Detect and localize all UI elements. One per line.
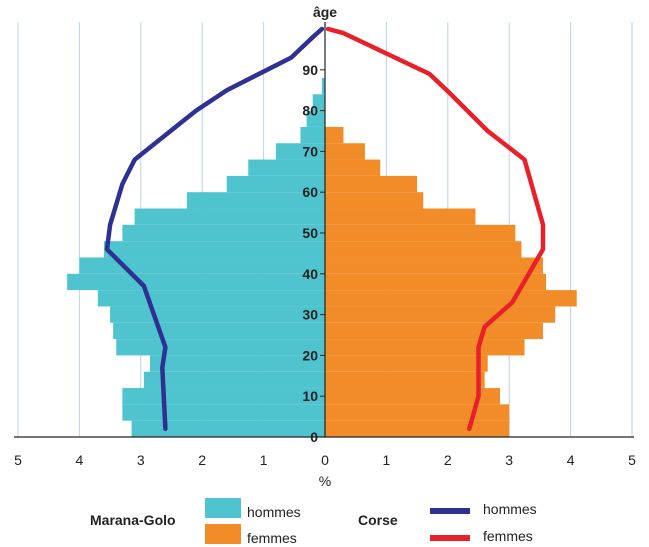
bar-hommes-48-52 <box>122 224 325 242</box>
bar-hommes-44-48 <box>103 241 326 258</box>
bar-femmes-12-16 <box>325 371 485 389</box>
lines-corse <box>104 26 546 432</box>
x-tick-label: 1 <box>260 452 268 468</box>
bar-hommes-80-84 <box>312 94 325 111</box>
legend-line-femmes-corse <box>430 535 470 541</box>
age-tick-label: 60 <box>302 184 318 200</box>
bar-hommes-84-88 <box>321 77 325 95</box>
age-tick-label: 90 <box>302 62 318 78</box>
bar-hommes-72-76 <box>300 126 325 144</box>
legend-label-femmes-corse: femmes <box>483 528 533 544</box>
legend-label-hommes-corse: hommes <box>483 501 537 517</box>
legend-swatch-hommes-marana-golo <box>205 498 241 518</box>
bar-hommes-36-40 <box>67 273 326 291</box>
bar-femmes-56-60 <box>325 192 424 209</box>
x-tick-label: 0 <box>321 452 329 468</box>
bar-femmes-16-20 <box>325 355 488 372</box>
bars-femmes-marana-golo <box>325 126 577 437</box>
bar-femmes-8-12 <box>325 388 500 405</box>
age-tick-label: 0 <box>310 429 318 445</box>
legend-label-hommes-marana-golo: hommes <box>247 504 301 520</box>
x-tick-label: 5 <box>14 452 22 468</box>
line-femmes-corse <box>325 26 546 432</box>
legend-group-corse: Corse <box>358 512 398 528</box>
bar-hommes-16-20 <box>150 355 325 372</box>
x-tick-labels: 5 4 3 2 1 0 1 2 3 4 5 <box>14 452 636 468</box>
bar-femmes-36-40 <box>325 273 547 291</box>
age-axis-title: âge <box>313 4 337 20</box>
age-tick-label: 80 <box>302 103 318 119</box>
x-tick-label: 3 <box>505 452 513 468</box>
bar-femmes-52-56 <box>325 208 476 225</box>
legend-line-hommes-corse <box>430 508 470 514</box>
bar-femmes-32-36 <box>325 290 577 307</box>
bars-hommes-marana-golo <box>67 77 326 437</box>
age-tick-labels: 0 10 20 30 40 50 60 70 80 90 <box>302 62 318 445</box>
bar-hommes-4-8 <box>122 404 325 421</box>
bar-femmes-44-48 <box>325 241 522 258</box>
age-tick-label: 70 <box>302 143 318 159</box>
bar-femmes-72-76 <box>325 126 344 144</box>
legend-group-marana-golo: Marana-Golo <box>90 512 176 528</box>
x-tick-label: 1 <box>383 452 391 468</box>
x-tick-label: 2 <box>444 452 452 468</box>
bar-hommes-24-28 <box>113 322 325 340</box>
bar-femmes-60-64 <box>325 175 418 193</box>
bar-hommes-12-16 <box>143 371 325 389</box>
x-tick-label: 5 <box>628 452 636 468</box>
bar-femmes-68-72 <box>325 143 365 160</box>
bar-femmes-40-44 <box>325 257 543 274</box>
legend-label-femmes-marana-golo: femmes <box>247 530 297 546</box>
bar-hommes-28-32 <box>110 306 325 323</box>
age-tick-label: 40 <box>302 266 318 282</box>
legend: Marana-Golo hommes femmes Corse hommes f… <box>0 490 649 547</box>
age-tick-label: 10 <box>302 388 318 404</box>
x-tick-label: 4 <box>567 452 575 468</box>
bar-hommes-20-24 <box>116 339 326 356</box>
bar-hommes-64-68 <box>248 159 325 176</box>
bar-hommes-56-60 <box>186 192 325 209</box>
axes <box>14 22 634 438</box>
bar-hommes-8-12 <box>122 388 325 405</box>
age-tick-label: 30 <box>302 307 318 323</box>
bar-femmes-48-52 <box>325 224 516 242</box>
bar-femmes-24-28 <box>325 322 543 340</box>
bar-femmes-20-24 <box>325 339 525 356</box>
bar-hommes-40-44 <box>79 257 326 274</box>
bar-femmes-28-32 <box>325 306 556 323</box>
legend-swatch-femmes-marana-golo <box>205 524 241 544</box>
bar-hommes-52-56 <box>134 208 325 225</box>
x-tick-label: 4 <box>76 452 84 468</box>
bar-femmes-64-68 <box>325 159 381 176</box>
bar-hommes-76-80 <box>306 110 325 127</box>
bar-hommes-0-4 <box>131 420 325 437</box>
x-tick-label: 3 <box>137 452 145 468</box>
age-tick-label: 20 <box>302 347 318 363</box>
bar-hommes-60-64 <box>226 175 325 193</box>
x-tick-label: 2 <box>198 452 206 468</box>
bar-femmes-4-8 <box>325 404 510 421</box>
age-tick-label: 50 <box>302 225 318 241</box>
x-axis-title: % <box>319 473 331 489</box>
bar-hommes-32-36 <box>97 290 325 307</box>
line-hommes-corse <box>104 26 325 432</box>
bar-femmes-0-4 <box>325 420 510 437</box>
bar-hommes-68-72 <box>275 143 325 160</box>
